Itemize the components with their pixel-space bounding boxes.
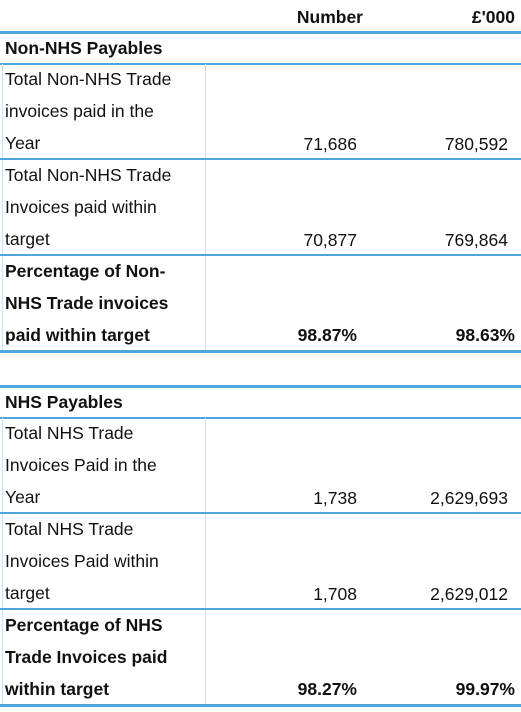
row-label: invoices paid in the — [5, 101, 154, 121]
row-label: Total Non-NHS Trade — [5, 69, 172, 89]
row-label: Trade Invoices paid — [5, 647, 168, 667]
row-label: target — [5, 583, 50, 603]
number-cell: 1,738 — [313, 488, 357, 508]
cell-border — [205, 256, 206, 352]
amount-cell: 2,629,693 — [430, 488, 508, 508]
number-cell: 71,686 — [303, 134, 357, 154]
row-rule — [0, 512, 521, 514]
cell-border — [2, 514, 3, 610]
row-label: Invoices paid within — [5, 197, 157, 217]
row-rule — [0, 350, 521, 353]
cell-border — [205, 514, 206, 610]
row-label: target — [5, 229, 50, 249]
row-rule — [0, 417, 521, 419]
amount-cell: 769,864 — [444, 230, 508, 250]
row-label: Total Non-NHS Trade — [5, 165, 172, 185]
column-header: £'000 — [471, 7, 515, 27]
cell-border — [2, 256, 3, 352]
row-label: Percentage of Non- — [5, 261, 166, 281]
row-rule — [0, 254, 521, 256]
row-label: Invoices Paid in the — [5, 455, 157, 475]
row-label: Year — [5, 487, 41, 507]
amount-cell: 2,629,012 — [430, 584, 508, 604]
cell-border — [205, 610, 206, 706]
number-cell: 1,708 — [313, 584, 357, 604]
cell-border — [2, 64, 3, 160]
row-label: paid within target — [5, 325, 150, 345]
column-header: Number — [296, 7, 363, 27]
cell-border — [205, 160, 206, 256]
number-cell: 70,877 — [303, 230, 357, 250]
amount-cell: 99.97% — [455, 679, 515, 699]
cell-border — [2, 418, 3, 514]
section-title: NHS Payables — [5, 392, 123, 412]
row-rule — [0, 704, 521, 707]
cell-border — [2, 160, 3, 256]
number-cell: 98.87% — [297, 325, 357, 345]
row-label: Percentage of NHS — [5, 615, 163, 635]
row-label: NHS Trade invoices — [5, 293, 169, 313]
amount-cell: 780,592 — [444, 134, 508, 154]
number-cell: 98.27% — [297, 679, 357, 699]
row-rule — [0, 63, 521, 65]
cell-border — [205, 64, 206, 160]
cell-border — [205, 418, 206, 514]
row-label: Year — [5, 133, 41, 153]
row-label: Invoices Paid within — [5, 551, 159, 571]
row-label: Total NHS Trade — [5, 423, 134, 443]
row-label: Total NHS Trade — [5, 519, 134, 539]
row-label: within target — [5, 679, 110, 699]
row-rule — [0, 608, 521, 610]
cell-border — [2, 610, 3, 706]
amount-cell: 98.63% — [455, 325, 515, 345]
row-rule — [0, 158, 521, 160]
header-rule — [0, 31, 521, 34]
section-rule — [0, 385, 521, 388]
section-title: Non-NHS Payables — [5, 38, 163, 58]
